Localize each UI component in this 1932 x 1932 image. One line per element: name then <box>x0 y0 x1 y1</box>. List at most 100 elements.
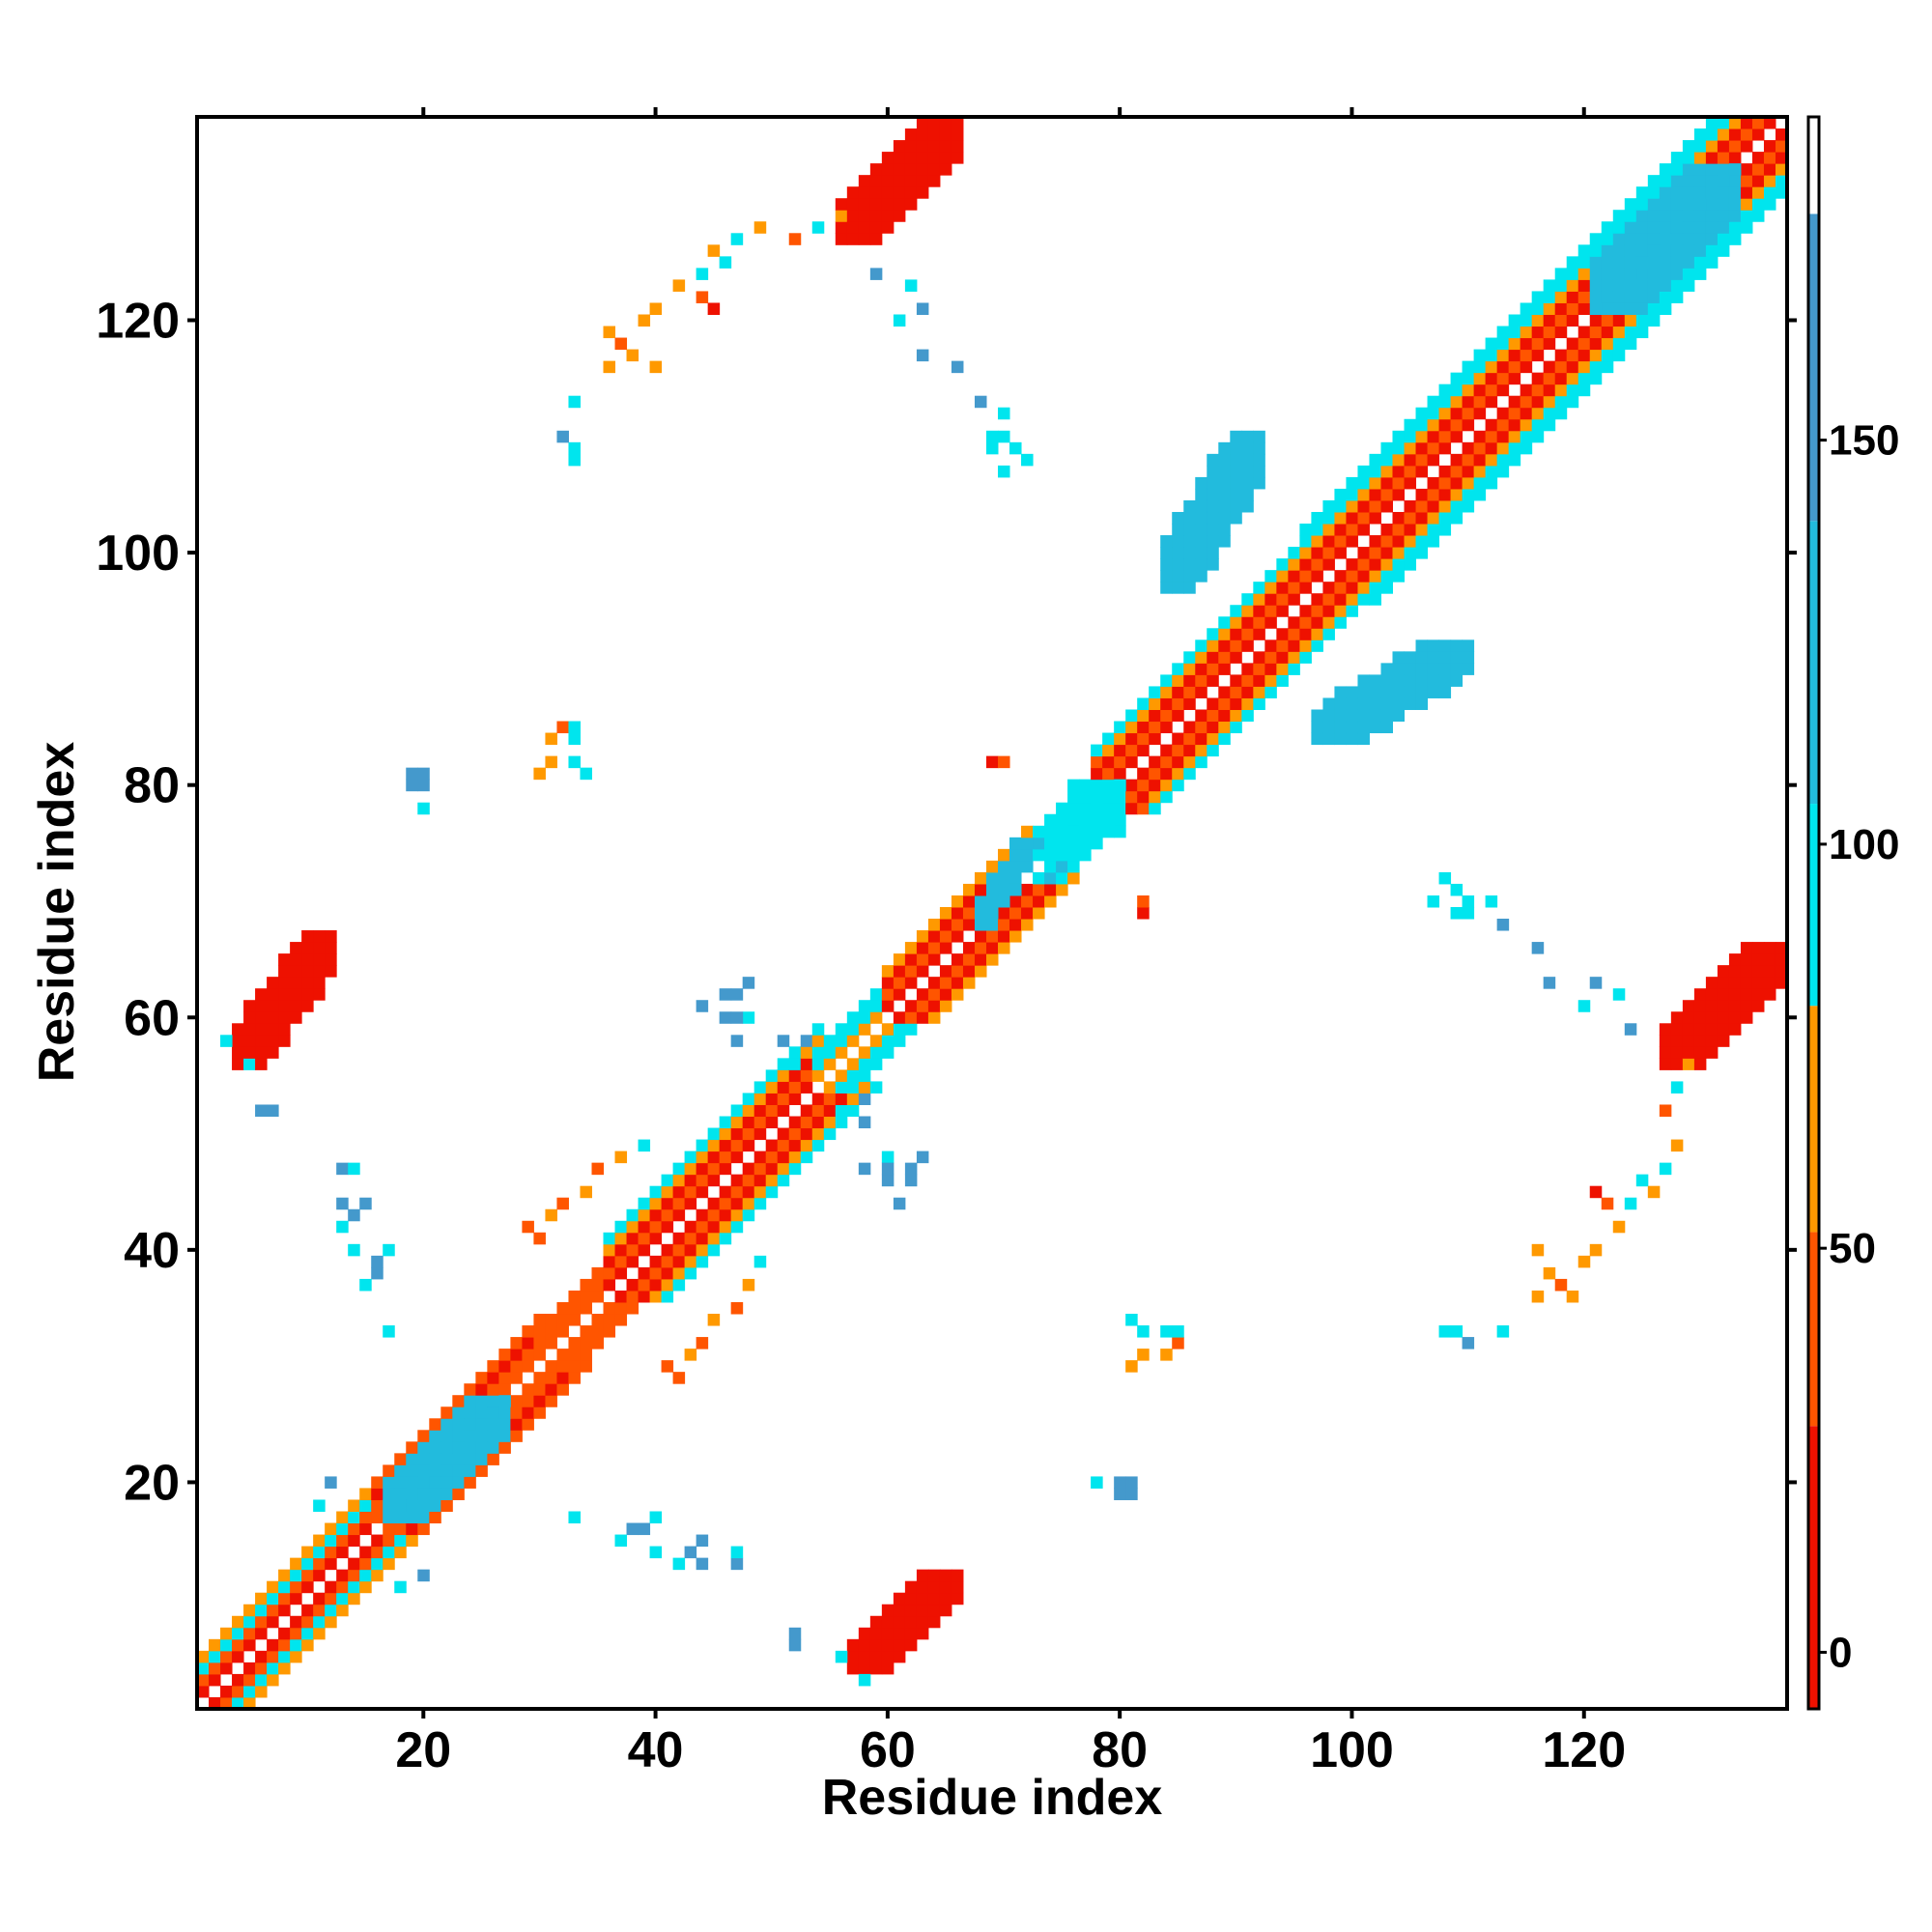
heatmap-cell <box>742 1104 755 1118</box>
heatmap-cell <box>1659 268 1672 280</box>
heatmap-cell <box>1253 593 1265 606</box>
heatmap-cell <box>1717 186 1730 199</box>
heatmap-cell <box>301 1580 314 1594</box>
heatmap-cell <box>916 942 929 954</box>
heatmap-cell <box>1450 384 1463 397</box>
heatmap-cell <box>1531 326 1545 339</box>
heatmap-cell <box>649 1278 663 1292</box>
heatmap-cell <box>568 453 581 467</box>
heatmap-cell <box>1624 326 1637 339</box>
heatmap-cell <box>730 1139 744 1152</box>
heatmap-cell <box>255 1023 268 1036</box>
heatmap-cell <box>1276 582 1289 594</box>
heatmap-cell <box>1033 895 1045 908</box>
heatmap-cell <box>1230 499 1242 513</box>
heatmap-cell <box>916 930 929 943</box>
colorbar-tick-label: 100 <box>1829 821 1899 868</box>
heatmap-cell <box>1137 895 1150 908</box>
heatmap-cell <box>869 233 883 245</box>
heatmap-cell <box>1369 488 1381 501</box>
heatmap-cell <box>1415 639 1429 652</box>
heatmap-cell <box>1531 337 1545 351</box>
heatmap-cell <box>1508 314 1521 327</box>
heatmap-cell <box>1728 128 1742 141</box>
heatmap-cell <box>1566 302 1579 315</box>
heatmap-cell <box>765 1104 779 1118</box>
heatmap-cell <box>951 128 964 141</box>
heatmap-cell <box>267 1650 279 1663</box>
heatmap-cell <box>707 1243 721 1257</box>
heatmap-cell <box>1485 337 1498 351</box>
heatmap-cell <box>1670 1035 1684 1047</box>
heatmap-cell <box>498 1406 511 1419</box>
heatmap-cell <box>556 1383 569 1396</box>
heatmap-cell <box>556 1314 569 1326</box>
heatmap-cell <box>1740 163 1753 176</box>
heatmap-cell <box>580 1290 592 1303</box>
heatmap-cell <box>904 1162 918 1176</box>
heatmap-cell <box>267 1580 279 1594</box>
heatmap-cell <box>1577 279 1591 292</box>
heatmap-cell <box>730 1208 744 1222</box>
heatmap-cell <box>1392 453 1406 467</box>
heatmap-cell <box>1589 337 1603 351</box>
heatmap-cell <box>1114 744 1126 757</box>
heatmap-cell <box>998 919 1010 931</box>
heatmap-cell <box>603 1278 616 1292</box>
heatmap-cell <box>939 977 952 989</box>
heatmap-cell <box>290 1569 302 1582</box>
heatmap-cell <box>1728 198 1742 211</box>
heatmap-cell <box>1624 291 1637 303</box>
heatmap-cell <box>1137 790 1150 804</box>
heatmap-cell <box>1207 651 1219 664</box>
heatmap-cell <box>765 1174 779 1187</box>
heatmap-cell <box>1647 233 1661 245</box>
heatmap-cell <box>1125 1360 1138 1373</box>
heatmap-cell <box>1543 407 1556 420</box>
heatmap-cell <box>1601 314 1614 327</box>
heatmap-cell <box>881 1650 895 1663</box>
heatmap-cell <box>985 930 999 943</box>
heatmap-cell <box>730 1174 744 1187</box>
heatmap-cell <box>440 1488 453 1500</box>
heatmap-cell <box>1183 558 1196 571</box>
heatmap-cell <box>742 1185 755 1199</box>
heatmap-cell <box>1601 244 1614 257</box>
heatmap-cell <box>243 1604 256 1617</box>
heatmap-cell <box>649 360 663 374</box>
heatmap-cell <box>452 1406 465 1419</box>
heatmap-cell <box>1508 430 1521 443</box>
heatmap-cell <box>858 1000 871 1012</box>
heatmap-cell <box>290 977 302 989</box>
heatmap-cell <box>464 1464 476 1477</box>
heatmap-cell <box>881 1035 895 1047</box>
heatmap-cell <box>580 1337 592 1350</box>
heatmap-cell <box>1334 605 1347 617</box>
heatmap-cell <box>406 767 418 781</box>
heatmap-cell <box>823 1035 837 1047</box>
heatmap-cell <box>545 1337 557 1350</box>
heatmap-cell <box>417 1430 430 1442</box>
heatmap-cell <box>1021 860 1034 873</box>
heatmap-cell <box>1207 465 1219 478</box>
heatmap-cell <box>556 1372 569 1384</box>
heatmap-cell <box>1531 407 1545 420</box>
heatmap-cell <box>1462 453 1475 467</box>
heatmap-cell <box>1624 198 1637 211</box>
heatmap-cell <box>951 977 964 989</box>
heatmap-cell <box>556 430 569 443</box>
heatmap-cell <box>1404 663 1417 675</box>
heatmap-cell <box>580 1325 592 1338</box>
heatmap-cell <box>614 1232 628 1245</box>
y-tick-label: 40 <box>124 1223 180 1279</box>
heatmap-cell <box>1693 221 1707 234</box>
heatmap-cell <box>1241 674 1254 687</box>
heatmap-cell <box>869 1638 883 1652</box>
heatmap-cell <box>1067 779 1080 792</box>
heatmap-cell <box>1404 511 1417 525</box>
heatmap-cell <box>696 1162 709 1176</box>
heatmap-cell <box>1496 326 1510 339</box>
heatmap-cell <box>325 1592 337 1605</box>
heatmap-cell <box>348 1534 360 1548</box>
